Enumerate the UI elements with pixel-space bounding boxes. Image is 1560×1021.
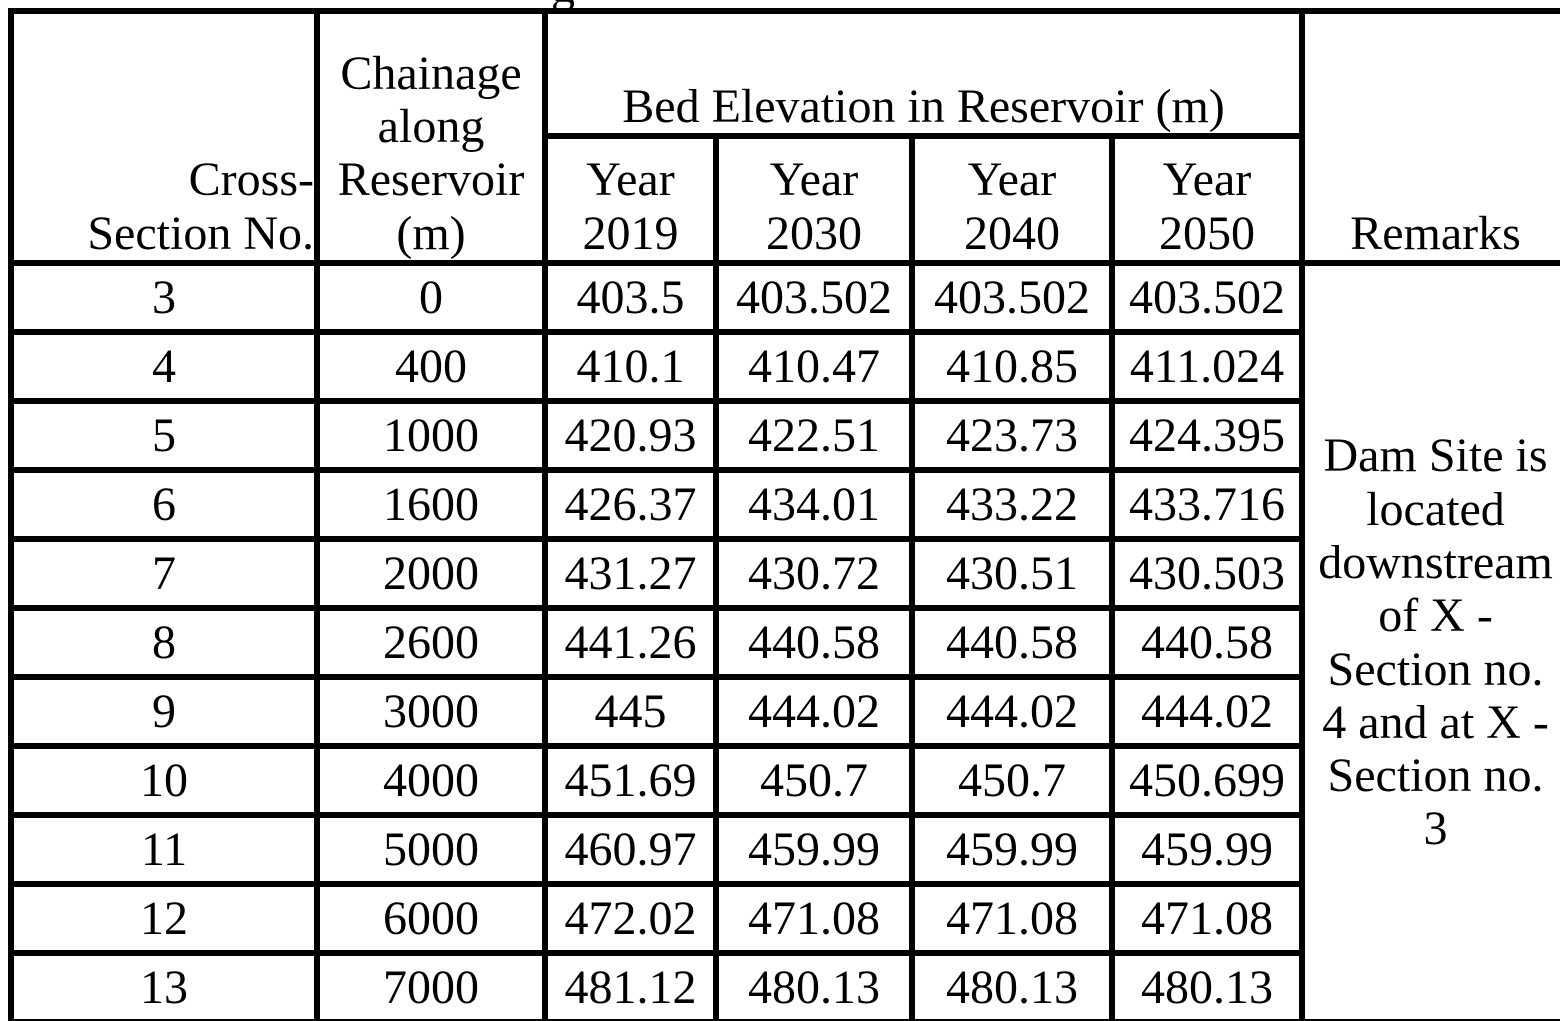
cell-2019: 403.5 — [542, 260, 719, 335]
cell-xs-no: 12 — [8, 881, 320, 956]
cell-2040: 423.73 — [909, 398, 1115, 473]
cell-2030: 440.58 — [713, 605, 915, 680]
cell-xs-no: 11 — [8, 812, 320, 887]
cell-2019: 410.1 — [542, 329, 719, 404]
cell-2040: 444.02 — [909, 674, 1115, 749]
cell-chainage: 400 — [314, 329, 548, 404]
cell-xs-no: 10 — [8, 743, 320, 818]
cell-chainage: 7000 — [314, 950, 548, 1021]
cell-2050: 411.024 — [1108, 329, 1306, 404]
header-row-years: Year 2019 Year 2030 Year 2040 Year 2050 — [11, 133, 1560, 266]
cell-2019: 441.26 — [542, 605, 719, 680]
cell-2030: 422.51 — [713, 398, 915, 473]
table-row: 5 1000 420.93 422.51 423.73 424.395 — [8, 398, 1560, 473]
table-row: 13 7000 481.12 480.13 480.13 480.13 — [8, 950, 1560, 1021]
header-year-2040: Year 2040 — [909, 133, 1115, 266]
cell-chainage: 6000 — [314, 881, 548, 956]
header-year-2050: Year 2050 — [1108, 133, 1306, 266]
table-row: 10 4000 451.69 450.7 450.7 450.699 — [8, 743, 1560, 818]
cell-2050: 430.503 — [1108, 536, 1306, 611]
cell-2019: 451.69 — [542, 743, 719, 818]
table-row: 8 2600 441.26 440.58 440.58 440.58 — [8, 605, 1560, 680]
cell-2030: 471.08 — [713, 881, 915, 956]
header-chainage: Chainage along Reservoir (m) — [314, 8, 548, 266]
header-year-2019: Year 2019 — [542, 133, 719, 266]
remarks-note: Dam Site is located downstream of X - Se… — [1299, 260, 1560, 1021]
cell-chainage: 5000 — [314, 812, 548, 887]
cell-2030: 434.01 — [713, 467, 915, 542]
cell-2030: 480.13 — [713, 950, 915, 1021]
table-row: 9 3000 445 444.02 444.02 444.02 — [8, 674, 1560, 749]
table-row: 4 400 410.1 410.47 410.85 411.024 — [8, 329, 1560, 404]
cell-chainage: 0 — [314, 260, 548, 335]
cell-2040: 403.502 — [909, 260, 1115, 335]
header-cross-section-no: Cross- Section No. — [8, 8, 320, 266]
cell-2050: 433.716 — [1108, 467, 1306, 542]
cell-2050: 403.502 — [1108, 260, 1306, 335]
cell-2050: 480.13 — [1108, 950, 1306, 1021]
cell-xs-no: 8 — [8, 605, 320, 680]
cell-xs-no: 9 — [8, 674, 320, 749]
header-row-group: Cross- Section No. Chainage along Reserv… — [8, 8, 1560, 266]
cell-xs-no: 3 — [8, 260, 320, 335]
cell-2050: 424.395 — [1108, 398, 1306, 473]
header-remarks: Remarks — [1299, 8, 1560, 266]
cell-2019: 445 — [542, 674, 719, 749]
cell-xs-no: 7 — [8, 536, 320, 611]
cell-chainage: 1000 — [314, 398, 548, 473]
cell-xs-no: 6 — [8, 467, 320, 542]
cell-2040: 433.22 — [909, 467, 1115, 542]
header-bed-elevation-group: Bed Elevation in Reservoir (m) — [541, 8, 1306, 139]
table-row: 6 1600 426.37 434.01 433.22 433.716 — [8, 467, 1560, 542]
cell-2019: 431.27 — [542, 536, 719, 611]
cell-2050: 459.99 — [1108, 812, 1306, 887]
table-row: 7 2000 431.27 430.72 430.51 430.503 — [8, 536, 1560, 611]
cell-2030: 403.502 — [713, 260, 915, 335]
cell-2040: 410.85 — [909, 329, 1115, 404]
cell-xs-no: 13 — [8, 950, 320, 1021]
cell-2030: 410.47 — [713, 329, 915, 404]
cell-2040: 440.58 — [909, 605, 1115, 680]
cell-xs-no: 5 — [8, 398, 320, 473]
bed-elevation-table: Cross- Section No. Chainage along Reserv… — [8, 8, 1560, 1021]
header-year-2030: Year 2030 — [713, 133, 915, 266]
cell-2050: 450.699 — [1108, 743, 1306, 818]
cell-2019: 460.97 — [542, 812, 719, 887]
cell-2050: 471.08 — [1108, 881, 1306, 956]
cell-chainage: 3000 — [314, 674, 548, 749]
table-row: 11 5000 460.97 459.99 459.99 459.99 — [8, 812, 1560, 887]
cell-2030: 444.02 — [713, 674, 915, 749]
cell-2019: 472.02 — [542, 881, 719, 956]
cell-2040: 459.99 — [909, 812, 1115, 887]
cell-2019: 426.37 — [542, 467, 719, 542]
cell-2030: 450.7 — [713, 743, 915, 818]
cell-2040: 430.51 — [909, 536, 1115, 611]
cell-2040: 471.08 — [909, 881, 1115, 956]
table-row: 12 6000 472.02 471.08 471.08 471.08 — [8, 881, 1560, 956]
cell-2030: 459.99 — [713, 812, 915, 887]
cell-2040: 480.13 — [909, 950, 1115, 1021]
cell-chainage: 2600 — [314, 605, 548, 680]
cell-2040: 450.7 — [909, 743, 1115, 818]
cell-chainage: 2000 — [314, 536, 548, 611]
cell-2050: 444.02 — [1108, 674, 1306, 749]
cell-chainage: 1600 — [314, 467, 548, 542]
cell-xs-no: 4 — [8, 329, 320, 404]
table-row: 3 0 403.5 403.502 403.502 403.502 Dam Si… — [8, 260, 1560, 1021]
cell-2050: 440.58 — [1108, 605, 1306, 680]
cell-chainage: 4000 — [314, 743, 548, 818]
cell-2030: 430.72 — [713, 536, 915, 611]
cell-2019: 420.93 — [542, 398, 719, 473]
cell-2019: 481.12 — [542, 950, 719, 1021]
